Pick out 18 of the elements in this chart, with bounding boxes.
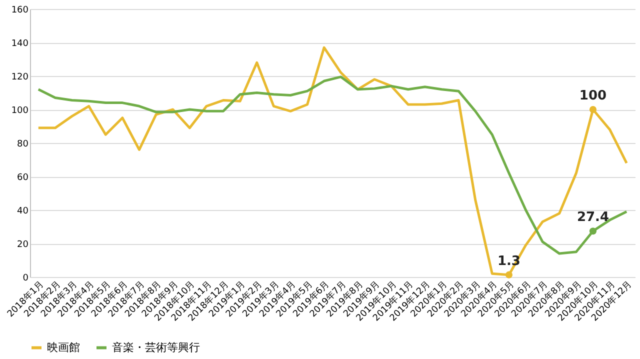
y-tick-label: 40 <box>17 206 29 216</box>
point <box>589 228 597 235</box>
point <box>505 271 512 278</box>
y-tick-label: 120 <box>11 72 29 82</box>
y-tick-label: 80 <box>17 140 29 150</box>
line-series <box>37 46 628 278</box>
point <box>589 106 597 114</box>
y-tick-label: 60 <box>17 173 29 183</box>
y-tick-label: 160 <box>11 6 29 16</box>
legend-label: 映画館 <box>47 340 80 354</box>
data-label: 27.4 <box>576 210 610 226</box>
line-series <box>37 76 628 255</box>
y-tick-label: 100 <box>11 106 29 116</box>
legend-label: 音楽・芸術等興行 <box>112 340 200 354</box>
y-tick-label: 140 <box>11 39 29 49</box>
y-tick-label: 0 <box>22 274 29 284</box>
data-label: 100 <box>579 88 607 104</box>
y-tick-label: 20 <box>17 240 29 250</box>
